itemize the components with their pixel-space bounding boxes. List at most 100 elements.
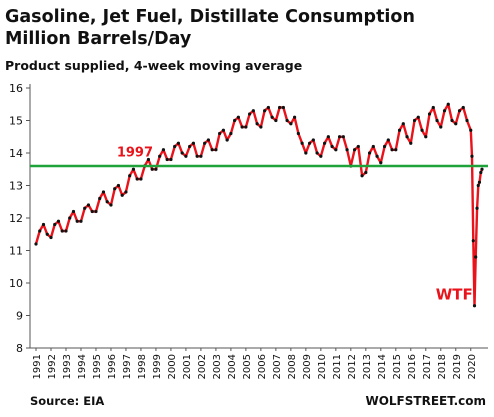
data-point <box>229 131 233 136</box>
data-point <box>158 154 162 158</box>
data-point <box>311 138 315 142</box>
data-point <box>379 161 383 165</box>
data-point <box>124 190 128 194</box>
data-point <box>337 135 342 139</box>
x-tick-label: 1994 <box>77 354 88 379</box>
data-point <box>367 151 372 155</box>
data-point <box>457 109 462 113</box>
data-point <box>474 255 478 259</box>
data-point <box>203 141 207 145</box>
data-point <box>390 148 394 152</box>
data-point <box>135 177 139 181</box>
data-point <box>471 239 475 243</box>
x-tick-label: 1997 <box>122 354 133 379</box>
data-point <box>386 138 390 142</box>
x-tick-label: 2001 <box>182 354 193 379</box>
data-point <box>191 141 196 145</box>
data-point <box>352 148 357 152</box>
x-tick-label: 2014 <box>377 354 388 379</box>
data-point <box>53 222 57 227</box>
data-point <box>251 109 255 113</box>
data-point <box>442 109 447 113</box>
data-point <box>394 148 398 152</box>
data-point <box>161 148 166 152</box>
y-tick-label: 13 <box>9 180 23 193</box>
data-point <box>154 167 158 171</box>
data-point <box>56 219 61 223</box>
data-point <box>90 209 94 214</box>
data-point <box>322 141 327 145</box>
consumption-series-line <box>34 103 484 307</box>
data-point <box>79 219 83 223</box>
data-point <box>427 112 432 116</box>
y-tick-label: 16 <box>9 82 23 95</box>
data-point <box>293 115 297 119</box>
data-point <box>83 206 87 210</box>
data-point <box>113 187 117 191</box>
data-point <box>266 105 270 110</box>
data-point <box>165 157 169 162</box>
data-point <box>450 118 454 123</box>
x-tick-label: 1996 <box>107 354 118 379</box>
y-tick-label: 10 <box>9 277 23 290</box>
data-point <box>480 167 484 171</box>
data-point <box>420 128 424 132</box>
x-tick-label: 2008 <box>287 354 298 379</box>
x-tick-label: 1993 <box>62 354 73 379</box>
data-point <box>300 141 304 145</box>
data-point <box>424 135 428 139</box>
data-point <box>397 128 402 132</box>
data-point <box>364 170 368 175</box>
data-point <box>304 151 308 155</box>
data-point <box>439 125 443 129</box>
data-point <box>476 183 480 188</box>
data-point <box>218 131 222 136</box>
x-tick-label: 2012 <box>347 354 358 379</box>
data-point <box>270 115 274 119</box>
data-point <box>49 235 53 240</box>
data-point <box>60 229 64 233</box>
x-tick-label: 2015 <box>392 354 403 379</box>
data-point <box>86 203 91 207</box>
annotation-1997: 1997 <box>117 145 153 160</box>
data-point <box>285 118 289 123</box>
data-point <box>446 102 450 106</box>
data-point <box>240 125 244 129</box>
data-point <box>68 216 72 220</box>
data-point <box>105 200 109 204</box>
x-tick-label: 2019 <box>452 354 463 379</box>
data-point <box>210 148 214 152</box>
data-point <box>465 118 469 123</box>
data-point <box>472 304 477 308</box>
data-point <box>371 144 375 149</box>
data-point <box>248 112 252 116</box>
data-point <box>401 122 405 126</box>
data-point <box>206 138 211 142</box>
data-point <box>221 128 225 132</box>
data-point <box>120 193 124 197</box>
source-note: Source: EIA <box>30 394 105 408</box>
data-point <box>173 144 177 149</box>
data-point <box>255 122 259 126</box>
data-point <box>244 125 248 129</box>
data-point <box>375 154 379 158</box>
data-point <box>233 118 237 123</box>
data-point <box>315 151 319 155</box>
x-tick-label: 1992 <box>47 354 58 379</box>
data-point <box>180 151 184 155</box>
brand-watermark: WOLFSTREET.com <box>365 394 486 408</box>
data-point <box>360 174 364 178</box>
data-point <box>139 177 143 181</box>
data-point <box>470 154 474 158</box>
chart-title-line-2: Million Barrels/Day <box>5 29 192 49</box>
data-point <box>169 157 173 162</box>
data-point <box>184 154 188 158</box>
x-tick-label: 2004 <box>227 354 238 379</box>
chart-subtitle: Product supplied, 4-week moving average <box>5 58 303 73</box>
data-point <box>416 115 420 119</box>
x-tick-label: 2002 <box>197 354 208 379</box>
data-point <box>188 144 192 149</box>
x-tick-label: 2007 <box>272 354 283 379</box>
x-tick-label: 2011 <box>332 354 343 379</box>
